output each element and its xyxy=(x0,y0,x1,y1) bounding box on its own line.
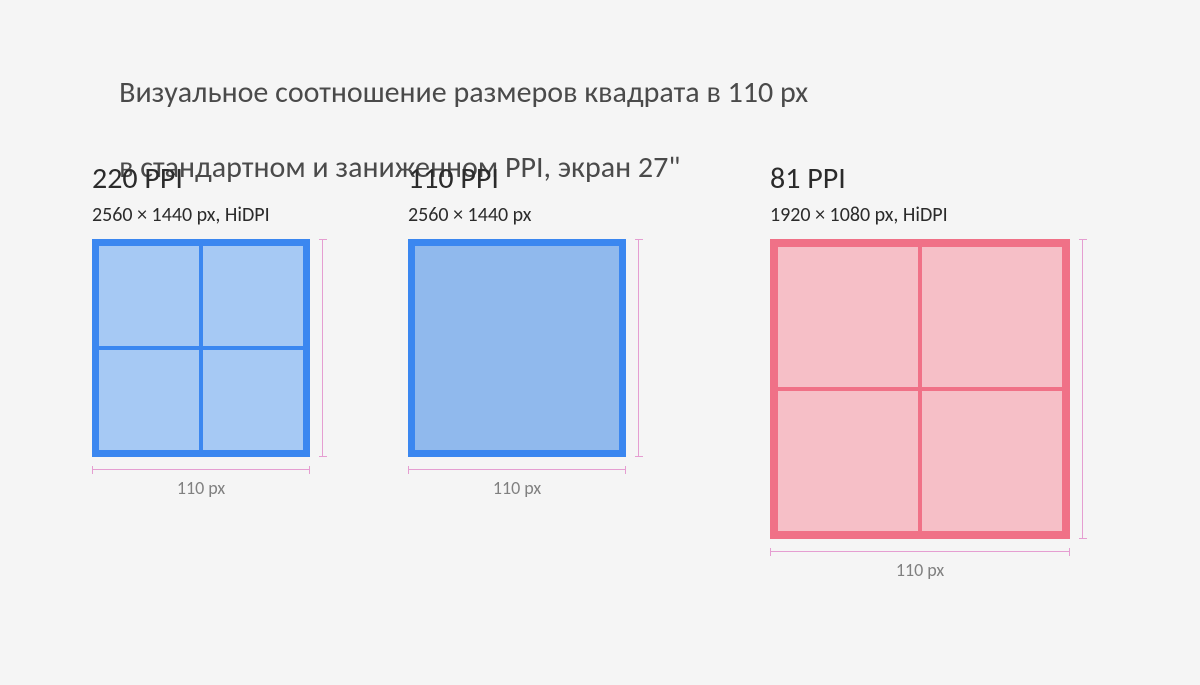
square-cell xyxy=(920,247,1062,389)
title-line-1: Визуальное соотношение размеров квадрата… xyxy=(119,74,808,111)
diagram-canvas: Визуальное соотношение размеров квадрата… xyxy=(0,0,1200,685)
square xyxy=(92,239,310,457)
ppi-label: 220 PPI xyxy=(92,160,350,197)
dimension-label-horizontal: 110 px xyxy=(770,559,1070,581)
dimension-line-horizontal xyxy=(408,469,626,470)
dimension-line-vertical xyxy=(322,239,324,457)
resolution-label: 1920 × 1080 px, HiDPI xyxy=(770,203,1110,227)
square-cell xyxy=(778,389,920,531)
square-cell xyxy=(778,247,920,389)
square-wrap: 110 px xyxy=(408,239,666,497)
square-cell xyxy=(201,246,303,348)
dimension-label-horizontal: 110 px xyxy=(92,477,310,499)
square-cell xyxy=(201,348,303,450)
dimension-line-horizontal xyxy=(770,551,1070,552)
square xyxy=(408,239,626,457)
square-wrap: 110 px xyxy=(770,239,1110,579)
square xyxy=(770,239,1070,539)
panel-110ppi: 110 PPI 2560 × 1440 px 110 px xyxy=(408,160,666,497)
square-cell xyxy=(99,246,201,348)
panel-81ppi: 81 PPI 1920 × 1080 px, HiDPI 110 px xyxy=(770,160,1110,579)
panel-220ppi: 220 PPI 2560 × 1440 px, HiDPI 110 px xyxy=(92,160,350,497)
ppi-label: 110 PPI xyxy=(408,160,666,197)
dimension-line-horizontal xyxy=(92,469,310,470)
ppi-label: 81 PPI xyxy=(770,160,1110,197)
resolution-label: 2560 × 1440 px, HiDPI xyxy=(92,203,350,227)
square-cell xyxy=(99,348,201,450)
dimension-line-vertical xyxy=(638,239,640,457)
square-wrap: 110 px xyxy=(92,239,350,497)
square-cell xyxy=(920,389,1062,531)
resolution-label: 2560 × 1440 px xyxy=(408,203,666,227)
dimension-label-horizontal: 110 px xyxy=(408,477,626,499)
dimension-line-vertical xyxy=(1082,239,1084,539)
